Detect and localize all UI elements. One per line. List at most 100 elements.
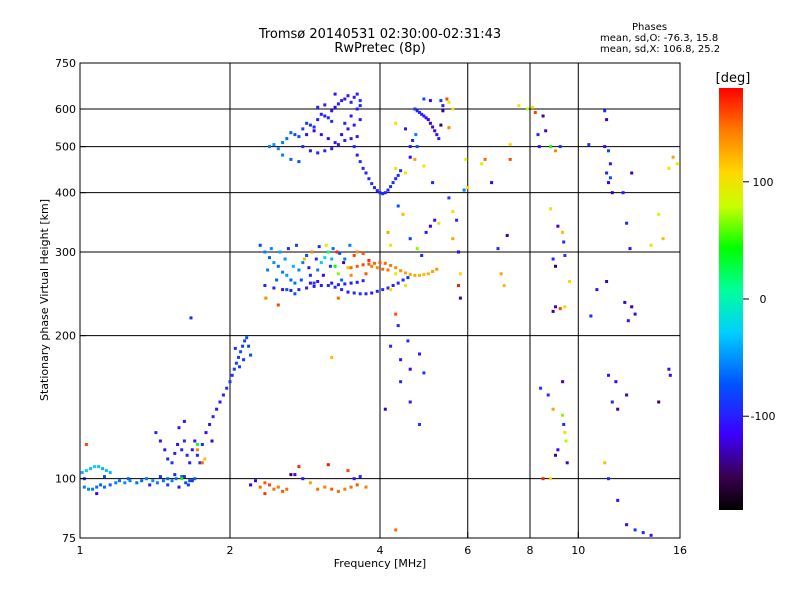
data-point [607, 181, 610, 185]
data-point [381, 288, 385, 292]
data-points [80, 92, 679, 537]
data-point [349, 137, 353, 141]
data-point [243, 339, 247, 343]
data-point [182, 419, 186, 423]
x-tick-label: 10 [571, 544, 585, 557]
data-point [394, 121, 398, 125]
data-point [364, 485, 368, 489]
data-point [394, 166, 398, 170]
data-point [103, 485, 106, 489]
data-point [316, 487, 320, 491]
data-point [263, 250, 267, 254]
data-point [657, 212, 661, 216]
data-point [346, 266, 350, 270]
data-point [394, 266, 398, 270]
data-point [406, 339, 410, 343]
data-point [431, 181, 435, 185]
data-point [558, 307, 562, 311]
data-point [556, 224, 560, 228]
data-point [268, 483, 271, 487]
data-point [499, 272, 503, 276]
data-point [451, 210, 455, 214]
data-point [625, 523, 629, 527]
data-point [210, 439, 214, 443]
data-point [445, 97, 449, 101]
data-point [630, 305, 634, 309]
data-point [118, 479, 121, 483]
data-point [396, 173, 400, 177]
data-point [193, 439, 197, 443]
data-point [241, 344, 245, 348]
data-point [342, 261, 346, 265]
data-point [437, 137, 441, 141]
data-point [413, 273, 417, 277]
data-point [91, 487, 95, 491]
data-point [447, 100, 451, 104]
data-point [391, 284, 395, 287]
data-point [608, 176, 612, 180]
data-point [533, 111, 537, 114]
data-point [595, 288, 599, 292]
data-point [661, 237, 665, 241]
data-point [286, 247, 290, 251]
data-point [418, 352, 421, 356]
data-point [422, 273, 426, 276]
data-point [422, 97, 426, 101]
data-point [375, 266, 379, 270]
data-point [364, 171, 368, 175]
data-point [457, 284, 460, 287]
data-point [439, 99, 443, 103]
data-point [605, 171, 609, 175]
phase-stats-o-mode: mean, sd,O: -76.3, 15.8 [600, 33, 719, 44]
data-point [330, 281, 334, 285]
data-point [451, 237, 455, 241]
data-point [667, 166, 671, 170]
data-point [373, 186, 376, 190]
data-point [263, 481, 267, 485]
data-point [101, 467, 105, 471]
data-point [326, 463, 330, 467]
data-point [326, 116, 330, 120]
data-point [428, 99, 432, 103]
y-tick-label: 750 [55, 57, 76, 70]
data-point [312, 281, 316, 285]
data-point [323, 114, 327, 118]
data-point [608, 162, 612, 166]
data-point [556, 448, 560, 452]
data-point [480, 162, 484, 166]
data-point [336, 283, 340, 287]
data-point [188, 479, 192, 483]
data-point [415, 247, 419, 251]
data-point [177, 485, 181, 489]
data-point [563, 305, 567, 309]
data-point [413, 157, 417, 161]
data-point [549, 207, 553, 211]
data-point [195, 453, 199, 457]
data-point [399, 358, 403, 362]
data-point [358, 292, 362, 296]
data-point [370, 291, 374, 295]
data-point [93, 465, 97, 469]
data-point [312, 284, 316, 288]
data-point [551, 407, 555, 411]
data-point [349, 100, 353, 104]
data-point [308, 149, 312, 153]
data-point [554, 264, 557, 268]
data-point [316, 268, 320, 272]
data-point [455, 218, 459, 222]
data-point [355, 280, 359, 284]
data-point [211, 415, 215, 419]
data-point [200, 443, 204, 446]
data-point [433, 218, 437, 222]
data-point [418, 273, 421, 277]
data-point [301, 477, 305, 481]
data-point [95, 492, 99, 496]
data-point [551, 309, 555, 313]
data-point [554, 149, 557, 153]
data-point [630, 171, 634, 175]
data-point [355, 135, 359, 139]
data-point [502, 284, 506, 287]
data-point [346, 290, 350, 294]
data-point [185, 453, 189, 457]
data-point [301, 127, 305, 131]
